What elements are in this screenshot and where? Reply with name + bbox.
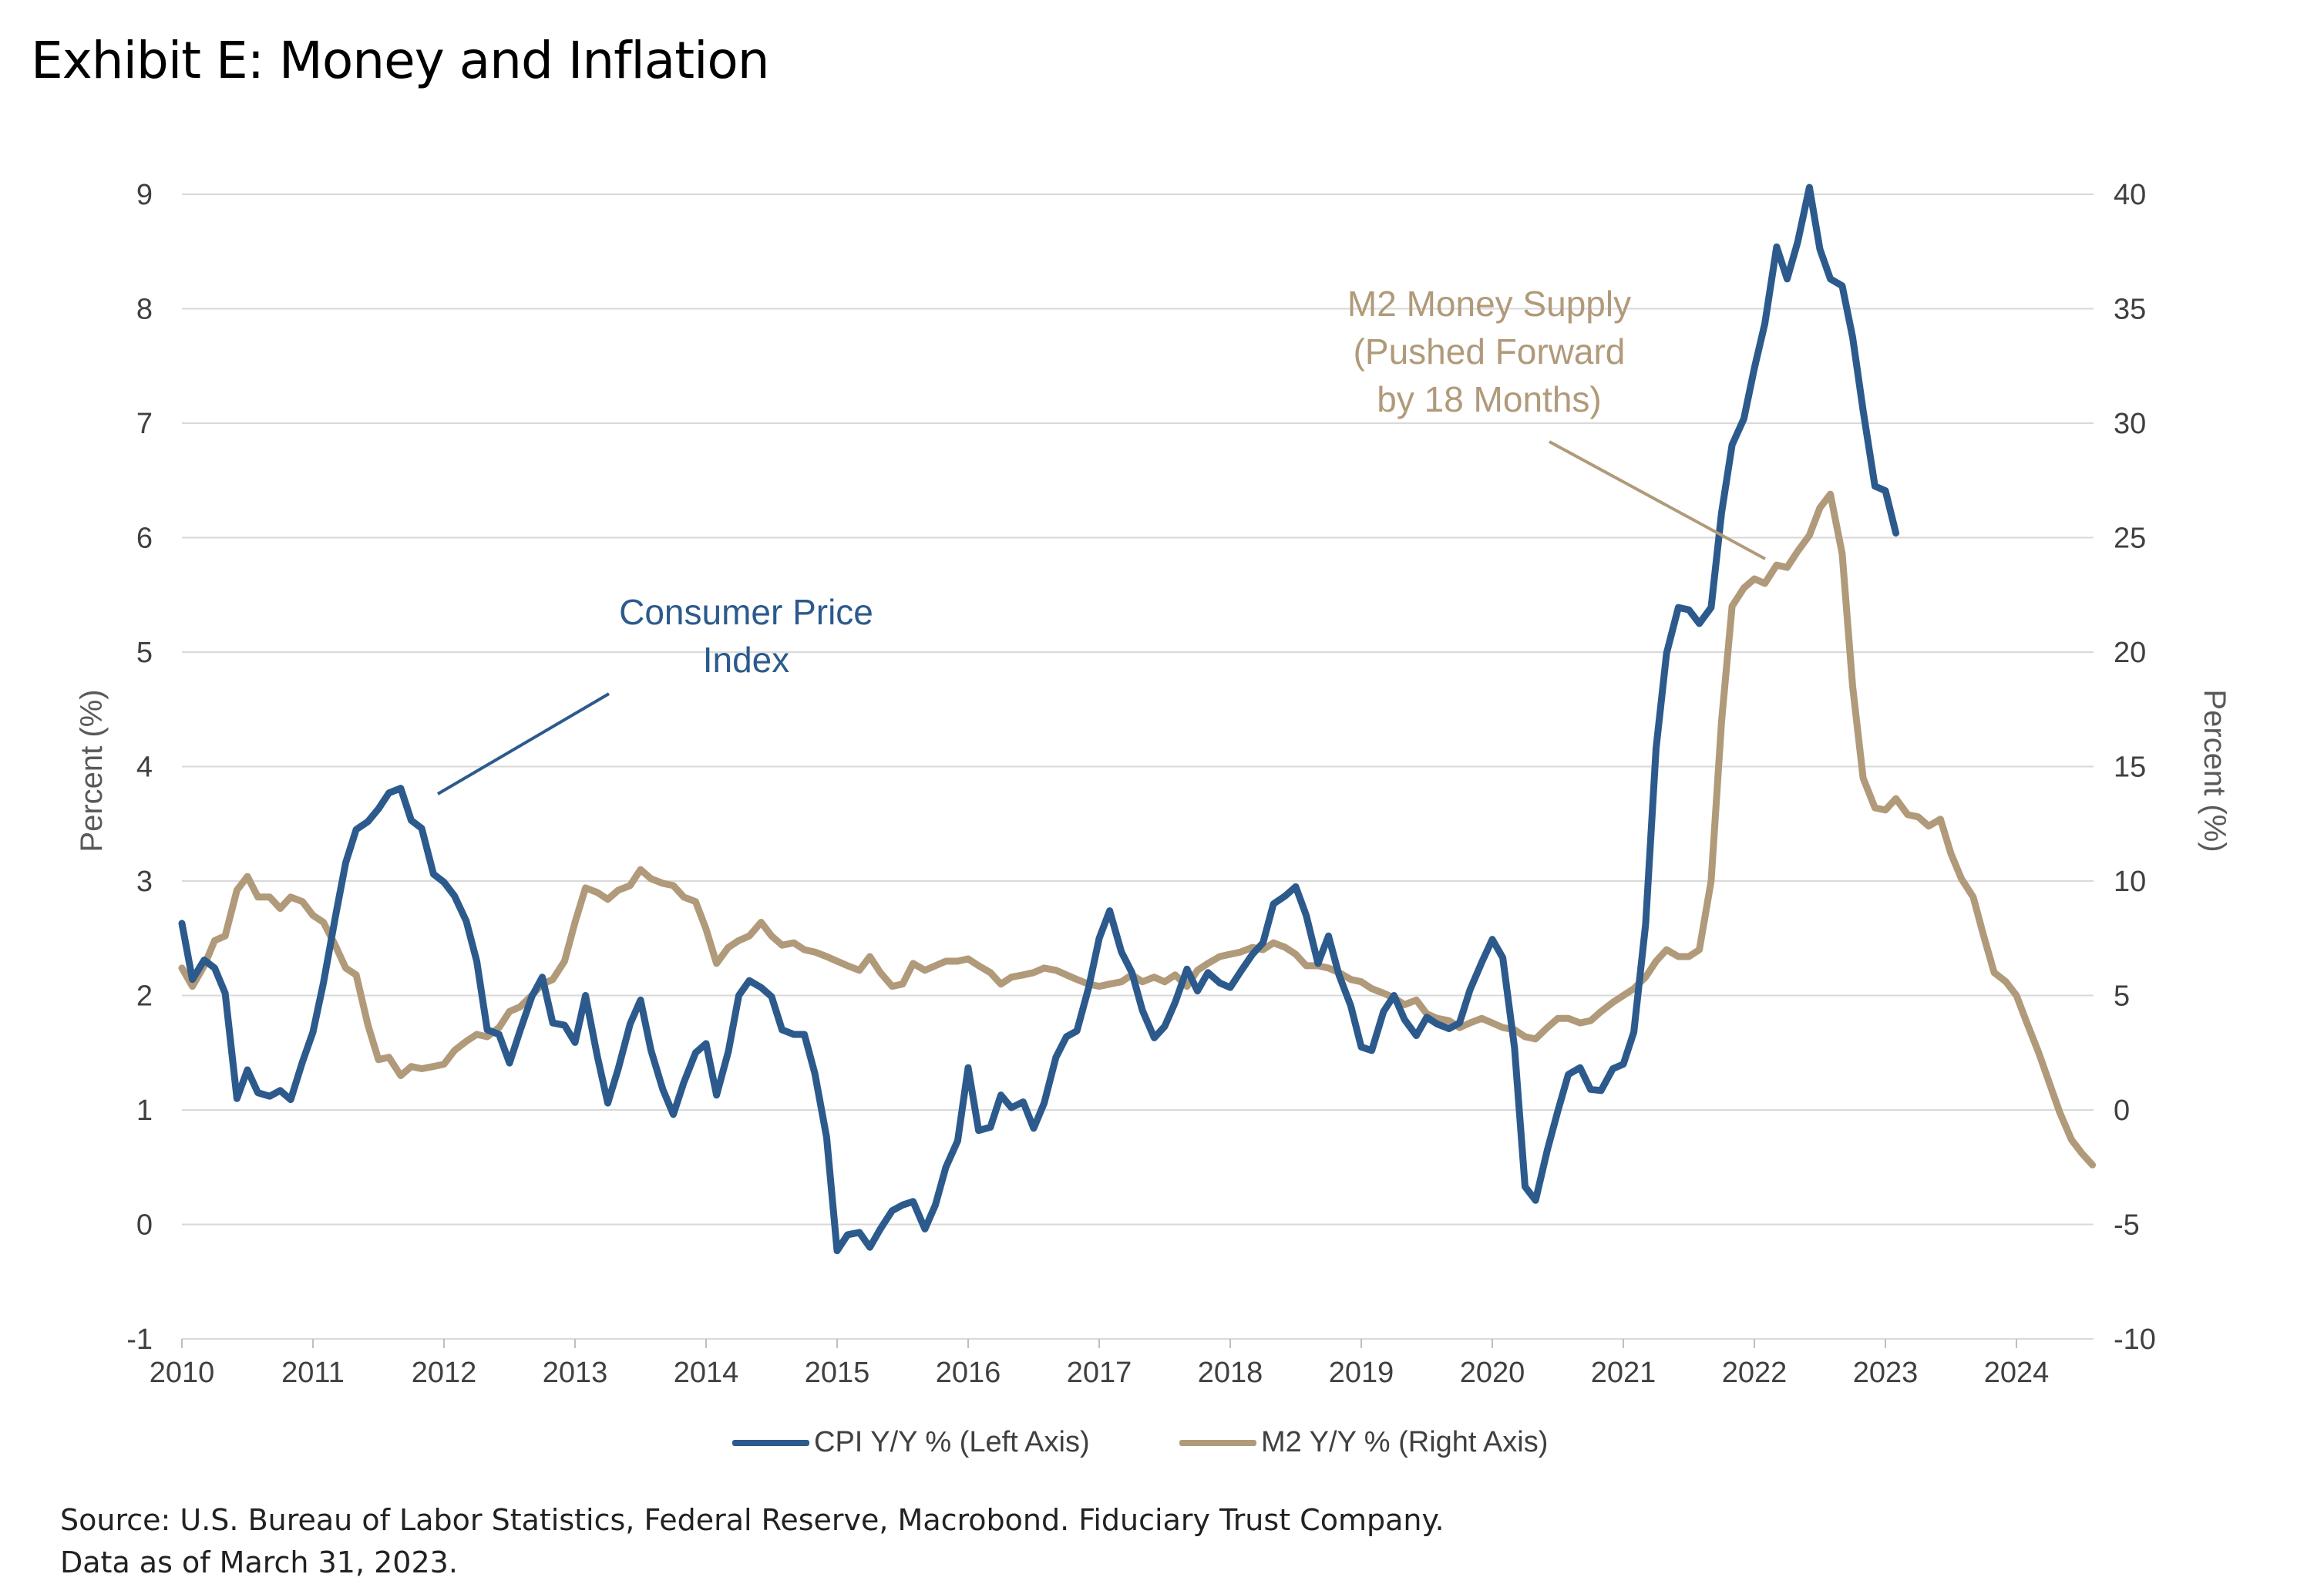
cpi-annotation-leader [436, 692, 610, 795]
x-tick-label: 2016 [936, 1357, 1001, 1389]
right-tick-label: 35 [2114, 294, 2146, 326]
left-tick-label: -1 [126, 1323, 153, 1356]
x-tick-label: 2022 [1722, 1357, 1788, 1389]
left-tick-label: 9 [136, 179, 153, 211]
x-axis-ticks: 2010 2011 2012 2013 2014 2015 2016 2017 2018 2019… [150, 1339, 2050, 1389]
right-tick-label: 0 [2114, 1095, 2130, 1127]
left-tick-label: 5 [136, 637, 153, 669]
right-axis-title: Percent (%) [2198, 689, 2232, 852]
legend-m2: M2 Y/Y % (Right Axis) [1179, 1426, 1548, 1459]
right-tick-label: 10 [2114, 866, 2146, 898]
m2-annotation: M2 Money Supply (Pushed Forward by 18 Mont… [1347, 284, 1631, 419]
gridlines [182, 193, 2094, 1340]
x-tick-label: 2020 [1460, 1357, 1525, 1389]
cpi-series-line [178, 183, 1900, 1255]
left-tick-label: 7 [136, 408, 153, 440]
x-tick-label: 2023 [1853, 1357, 1919, 1389]
left-tick-label: 6 [136, 523, 153, 555]
x-tick-label: 2011 [281, 1357, 345, 1389]
legend-cpi-swatch [732, 1439, 809, 1446]
cpi-annotation-line: Index [703, 640, 790, 680]
left-tick-label: 0 [136, 1209, 153, 1242]
right-tick-label: -10 [2114, 1323, 2156, 1356]
cpi-annotation-line: Consumer Price [619, 592, 873, 632]
left-tick-label: 2 [136, 980, 153, 1013]
x-tick-label: 2015 [805, 1357, 870, 1389]
legend-cpi-label: CPI Y/Y % (Left Axis) [814, 1426, 1090, 1458]
x-tick-label: 2019 [1329, 1357, 1394, 1389]
legend-m2-swatch [1179, 1439, 1256, 1446]
dual-axis-line-chart: 2010 2011 2012 2013 2014 2015 2016 2017 2018 2019… [75, 179, 2232, 1389]
x-tick-label: 2018 [1198, 1357, 1263, 1389]
left-tick-label: 4 [136, 752, 153, 784]
right-tick-label: 30 [2114, 408, 2146, 440]
left-tick-label: 3 [136, 866, 153, 898]
x-tick-label: 2013 [543, 1357, 608, 1389]
left-tick-label: 8 [136, 294, 153, 326]
left-tick-label: 1 [136, 1095, 153, 1127]
right-tick-label: -5 [2114, 1209, 2140, 1242]
legend-m2-label: M2 Y/Y % (Right Axis) [1261, 1426, 1549, 1458]
right-tick-label: 40 [2114, 179, 2146, 211]
x-tick-label: 2012 [412, 1357, 477, 1389]
chart-title: Exhibit E: Money and Inflation [31, 31, 770, 90]
source-line-2: Data as of March 31, 2023. [60, 1545, 458, 1579]
x-tick-label: 2010 [150, 1357, 215, 1389]
x-tick-label: 2017 [1067, 1357, 1132, 1389]
x-tick-label: 2024 [1984, 1357, 2050, 1389]
left-axis-title: Percent (%) [75, 689, 109, 852]
left-axis-ticks: -1 0 1 2 3 4 5 6 7 8 9 [126, 179, 153, 1356]
source-note: Source: U.S. Bureau of Labor Statistics,… [60, 1499, 1445, 1584]
right-tick-label: 15 [2114, 752, 2146, 784]
x-tick-label: 2014 [674, 1357, 739, 1389]
right-tick-label: 25 [2114, 523, 2146, 555]
x-tick-label: 2021 [1591, 1357, 1656, 1389]
m2-annotation-line: (Pushed Forward [1354, 331, 1626, 372]
m2-annotation-line: M2 Money Supply [1347, 284, 1631, 324]
m2-series-line [178, 490, 2097, 1169]
source-line-1: Source: U.S. Bureau of Labor Statistics,… [60, 1503, 1445, 1537]
cpi-annotation: Consumer Price Index [619, 592, 873, 680]
m2-annotation-leader [1549, 440, 1766, 560]
right-axis-ticks: -10 -5 0 5 10 15 20 25 30 35 40 [2114, 179, 2156, 1356]
legend-cpi: CPI Y/Y % (Left Axis) [732, 1426, 1090, 1459]
right-tick-label: 20 [2114, 637, 2146, 669]
m2-annotation-line: by 18 Months) [1377, 379, 1601, 419]
right-tick-label: 5 [2114, 980, 2130, 1013]
